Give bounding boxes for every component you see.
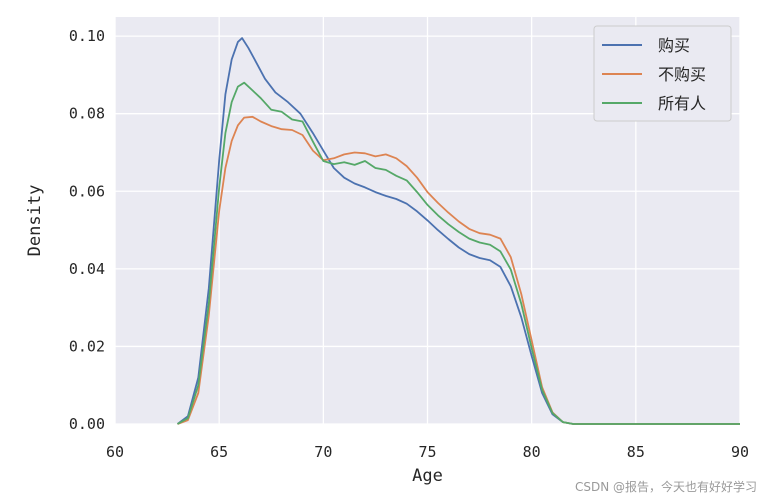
- legend-box: [593, 25, 732, 122]
- x-tick-label: 60: [106, 443, 124, 461]
- series-lines: [176, 37, 740, 425]
- y-tick-label: 0.06: [69, 182, 105, 200]
- x-tick-label: 85: [627, 443, 645, 461]
- x-tick-label: 70: [314, 443, 332, 461]
- x-tick-label: 75: [418, 443, 436, 461]
- x-axis-label: Age: [412, 466, 443, 486]
- x-tick-label: 80: [523, 443, 541, 461]
- legend-label: 购买: [658, 36, 690, 55]
- y-tick-label: 0.04: [69, 260, 105, 278]
- x-axis-ticks: 60 65 70 75 80 85 90: [106, 443, 749, 461]
- y-axis-ticks: 0.00 0.02 0.04 0.06 0.08 0.10: [69, 27, 105, 433]
- y-tick-label: 0.08: [69, 105, 105, 123]
- y-tick-label: 0.02: [69, 337, 105, 355]
- x-tick-label: 65: [210, 443, 228, 461]
- y-tick-label: 0.00: [69, 415, 105, 433]
- legend-label: 不购买: [658, 65, 706, 84]
- legend-label: 所有人: [658, 94, 706, 113]
- y-axis-label: Density: [25, 185, 45, 257]
- series-line-2: [177, 115, 740, 425]
- y-tick-label: 0.10: [69, 27, 105, 45]
- series-line-3: [177, 81, 740, 425]
- series-line-1: [176, 37, 740, 425]
- watermark-text: CSDN @报告，今天也有好好学习: [574, 480, 757, 494]
- x-tick-label: 90: [731, 443, 749, 461]
